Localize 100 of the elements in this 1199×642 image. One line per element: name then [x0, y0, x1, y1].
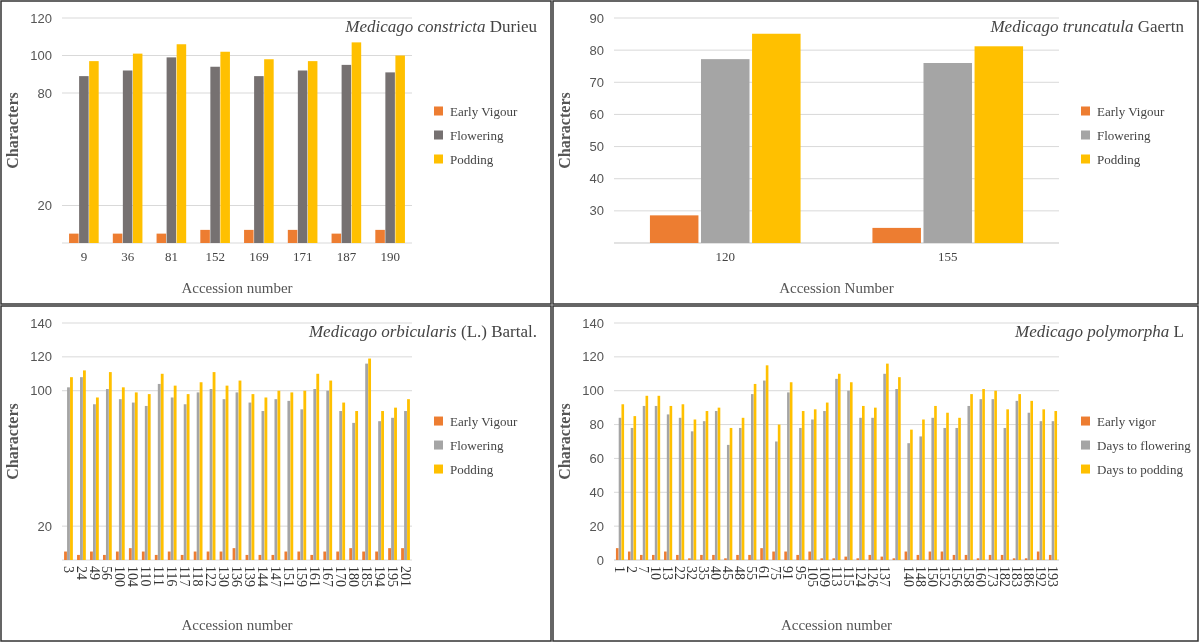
bar [300, 409, 304, 560]
bar [1054, 411, 1058, 560]
y-tick-label: 20 [37, 198, 52, 214]
bar [297, 70, 308, 243]
bar [326, 390, 330, 560]
bar [934, 405, 937, 560]
bar [946, 412, 949, 560]
bar [69, 233, 79, 243]
bar [154, 554, 158, 560]
legend-label: Podding [1097, 151, 1141, 167]
x-tick-label: 185 [358, 566, 374, 587]
y-tick-label: 140 [582, 315, 604, 331]
bar [193, 551, 197, 560]
bar [183, 404, 187, 560]
y-axis-title: Characters [556, 403, 573, 480]
bar [775, 441, 778, 560]
bar [955, 427, 959, 560]
y-tick-label: 30 [589, 203, 604, 219]
x-tick-label: 9 [80, 249, 88, 264]
x-tick-label: 169 [249, 249, 269, 264]
x-tick-label: 151 [280, 566, 296, 587]
bar [748, 554, 751, 560]
bar [132, 53, 143, 243]
bar [339, 411, 343, 560]
bar [95, 397, 99, 560]
bar [118, 399, 122, 560]
bar [80, 377, 83, 560]
bar [79, 76, 89, 243]
bar [943, 427, 947, 560]
y-tick-label: 140 [30, 315, 52, 331]
y-tick-label: 80 [589, 42, 604, 58]
bar [738, 427, 742, 560]
legend-label: Podding [450, 461, 494, 477]
bar [895, 389, 898, 560]
bar [331, 233, 342, 243]
bar [837, 373, 841, 560]
bar [121, 387, 125, 560]
bar [336, 551, 340, 560]
x-axis-title: Accession number [181, 280, 293, 296]
x-tick-label: 187 [336, 249, 357, 264]
bar [1036, 551, 1040, 560]
chart-title: Medicago truncatula Gaertn [989, 17, 1185, 36]
bar [287, 229, 298, 243]
y-tick-label: 50 [589, 139, 604, 155]
bar [394, 407, 397, 560]
bar [813, 409, 817, 560]
bar [615, 548, 619, 560]
y-tick-label: 60 [589, 450, 604, 466]
bar [652, 554, 655, 560]
bar [811, 419, 814, 560]
x-tick-label: 155 [938, 249, 958, 264]
bar [310, 554, 314, 560]
bar [368, 358, 372, 560]
bar [676, 554, 679, 560]
x-tick-label: 201 [397, 566, 413, 587]
bar [1030, 400, 1033, 560]
x-tick-label: 161 [306, 566, 322, 587]
bar [395, 55, 405, 243]
bar [277, 390, 281, 560]
bar [173, 385, 177, 560]
x-tick-label: 117 [177, 566, 193, 587]
bar [1018, 394, 1021, 560]
bar [751, 394, 754, 560]
y-tick-label: 20 [37, 518, 52, 534]
bar [362, 551, 366, 560]
bar [1006, 409, 1009, 560]
y-tick-label: 100 [30, 48, 52, 64]
x-tick-label: 49 [86, 566, 102, 580]
bar [128, 548, 132, 560]
bar [160, 373, 164, 560]
x-tick-label: 140 [900, 566, 916, 587]
bar [844, 556, 848, 560]
bar [200, 229, 210, 243]
x-axis-title: Accession Number [779, 280, 894, 296]
bar [341, 64, 352, 243]
bar [407, 399, 410, 560]
bar [849, 382, 853, 560]
x-tick-label: 122 [203, 566, 219, 587]
legend-label: Early Vigour [1097, 103, 1165, 119]
bar [92, 404, 96, 560]
bar [244, 229, 254, 243]
bar [83, 370, 86, 560]
x-tick-label: 190 [380, 249, 400, 264]
bar [859, 417, 862, 560]
x-tick-label: 24 [73, 566, 89, 580]
y-tick-label: 40 [589, 171, 604, 187]
bar [931, 417, 935, 560]
legend-label: Flowering [450, 437, 504, 453]
bar [763, 380, 766, 560]
x-tick-label: 81 [164, 249, 178, 264]
bar [907, 443, 910, 560]
x-tick-label: 170 [332, 566, 348, 587]
legend-label: Podding [450, 151, 494, 167]
bar [760, 548, 763, 560]
x-tick-label: 159 [293, 566, 309, 587]
bar [90, 551, 93, 560]
bar [352, 422, 356, 560]
bar [313, 389, 317, 560]
bar [378, 421, 382, 560]
y-axis-title: Characters [4, 403, 21, 480]
